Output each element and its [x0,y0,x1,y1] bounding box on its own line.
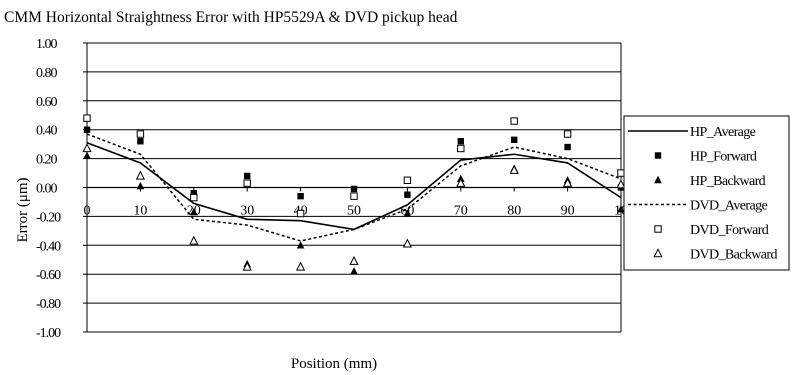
hp-forward-point [350,185,358,193]
legend: HP_Average HP_Forward HP_Backward DVD_Avera… [623,115,790,271]
x-tick-label: 10 [133,204,147,219]
x-tick-label: 0 [84,204,91,219]
x-axis-label: Position (mm) [291,356,377,372]
dvd-forward-point [457,144,465,153]
hp-forward-point [297,192,304,200]
legend-swatch-hp-backward [654,175,662,184]
dvd-backward-point [402,238,413,248]
hp-forward-point [564,143,571,151]
y-tick-label: -0.40 [36,239,61,254]
legend-label-dvd-forward: DVD_Forward [690,223,769,238]
hp-forward-point [137,138,144,145]
dvd-backward-point [82,143,92,153]
y-tick-label: -1.00 [36,326,61,341]
dvd-forward-point [243,179,251,187]
hp-forward-point [404,191,411,198]
y-tick-label: 0.20 [36,153,58,168]
legend-box [623,115,790,271]
dvd-forward-point [190,193,198,202]
dvd-backward-point [135,170,146,180]
hp-backward-point [617,204,625,213]
hp-backward-point [136,181,145,190]
series-lines [86,133,622,242]
dvd-forward-point [617,169,625,177]
legend-label-hp-backward: HP_Backward [690,174,766,189]
legend-swatch-dvd-backward [653,248,663,258]
dvd-backward-point [456,177,466,187]
dvd-backward-point [349,255,359,265]
y-tick-label: 0.80 [36,66,58,81]
hp-backward-point [296,241,305,249]
dvd-forward-point [563,130,572,138]
legend-swatch-dvd-forward [654,225,662,233]
legend-swatch-hp-forward [654,152,662,159]
dvd-forward-point [510,117,518,125]
dvd-forward-point [403,176,412,184]
y-tick-labels: 1.00 0.80 0.60 0.40 0.20 0.00 -0.20 -0.40 -0.60 -… [36,37,62,341]
dvd-backward-point [562,177,573,187]
series-markers [82,114,626,275]
dvd-forward-point [136,130,145,138]
x-tick-label: 80 [507,204,521,219]
dvd-average-line [86,133,622,242]
hp-forward-point [83,126,91,133]
dvd-forward-point [296,209,305,218]
y-tick-label: 0.60 [36,95,58,110]
dvd-forward-point [83,114,91,122]
dvd-backward-point [295,261,306,271]
hp-backward-point [403,209,412,217]
dvd-backward-point [509,164,519,174]
x-tick-label: 70 [454,204,468,219]
legend-label-hp-average: HP_Average [690,125,756,140]
x-tick-label: 30 [240,204,254,219]
x-tick-label: 90 [561,204,575,219]
dvd-backward-point [616,179,626,189]
legend-label-dvd-average: DVD_Average [690,199,767,214]
hp-forward-point [190,190,197,197]
hp-forward-point [511,136,518,144]
y-axis-label: Error (μm) [15,177,31,242]
hp-forward-point [244,172,251,180]
y-tick-label: 0.40 [36,124,58,139]
legend-label-hp-forward: HP_Forward [690,150,757,165]
y-tick-label: -0.80 [36,297,61,312]
y-tick-label: 1.00 [36,37,58,52]
y-tick-label: -0.20 [36,210,61,225]
legend-label-dvd-backward: DVD_Backward [690,248,777,263]
dvd-backward-point [189,235,199,245]
y-tick-label: -0.60 [36,268,61,283]
hp-backward-point [350,267,358,275]
hp-backward-point [190,207,198,216]
dvd-backward-point [242,261,252,271]
hp-backward-point [83,151,91,159]
hp-forward-point [457,138,464,145]
x-tick-label: 50 [347,204,361,219]
dvd-forward-point [350,192,358,200]
chart-title: CMM Horizontal Straightness Error with H… [4,9,458,26]
y-tick-label: 0.00 [36,182,58,197]
